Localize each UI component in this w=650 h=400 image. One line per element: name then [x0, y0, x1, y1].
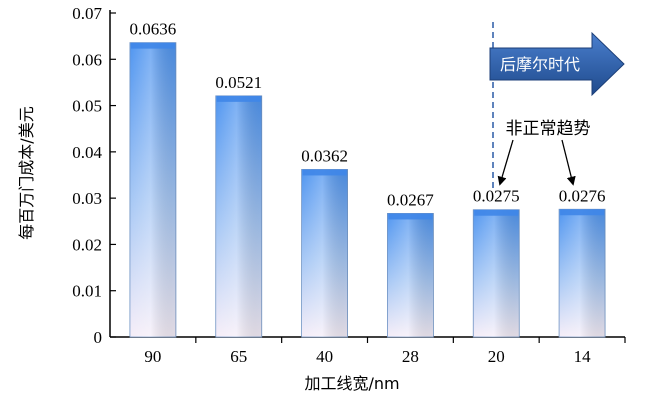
bar	[215, 95, 263, 338]
bar-shine	[387, 213, 434, 337]
y-ticks: 0 0.01 0.02 0.03 0.04 0.05 0.06 0.07	[72, 4, 116, 347]
bar-value-label: 0.0267	[387, 190, 434, 209]
trend-arrow-right	[561, 139, 576, 186]
y-tick-label: 0.06	[72, 50, 102, 69]
bar-value-label: 0.0521	[215, 73, 262, 92]
bar	[558, 208, 606, 338]
era-banner-arrow	[489, 31, 625, 97]
bar-cap	[216, 95, 261, 102]
bar-cap	[474, 209, 519, 216]
bar	[301, 169, 348, 338]
x-ticks: 90 65 40 28 20 14	[144, 337, 626, 366]
y-tick-label: 0	[94, 328, 103, 347]
bar-shine	[473, 209, 520, 337]
bar-value-label: 0.0276	[559, 186, 606, 205]
bars	[129, 42, 606, 338]
bar-cap	[560, 209, 605, 216]
bar	[387, 213, 434, 338]
bar-value-label: 0.0636	[130, 20, 177, 39]
bar-shine	[559, 209, 606, 337]
bar-shine	[215, 95, 262, 337]
trend-arrow-left	[497, 139, 514, 186]
bar	[129, 42, 177, 338]
x-tick-label: 20	[488, 347, 505, 366]
x-tick-label: 90	[144, 347, 161, 366]
y-tick-label: 0.03	[72, 189, 102, 208]
x-tick-label: 65	[230, 347, 247, 366]
bar-cap	[302, 169, 347, 176]
trend-note: 非正常趋势	[506, 119, 591, 139]
y-axis-title: 每百万门成本/美元	[17, 106, 36, 239]
bar-value-label: 0.0275	[473, 187, 520, 206]
x-tick-label: 40	[316, 347, 333, 366]
data-labels: 0.0636 0.0521 0.0362 0.0267 0.0275 0.0276	[130, 20, 606, 210]
bar	[472, 209, 520, 338]
era-banner-text: 后摩尔时代	[500, 55, 580, 74]
y-tick-label: 0.04	[72, 143, 102, 162]
bar-shine	[129, 42, 176, 337]
y-tick-label: 0.07	[72, 4, 102, 23]
y-tick-label: 0.05	[72, 97, 102, 116]
bar-cap	[388, 213, 433, 220]
x-tick-label: 14	[574, 347, 592, 366]
y-tick-label: 0.01	[72, 282, 102, 301]
bar-shine	[301, 169, 348, 337]
bar-value-label: 0.0362	[301, 146, 348, 165]
x-axis-title: 加工线宽/nm	[304, 374, 399, 393]
x-tick-label: 28	[402, 347, 419, 366]
bar-cap	[130, 42, 175, 49]
y-tick-label: 0.02	[72, 235, 102, 254]
